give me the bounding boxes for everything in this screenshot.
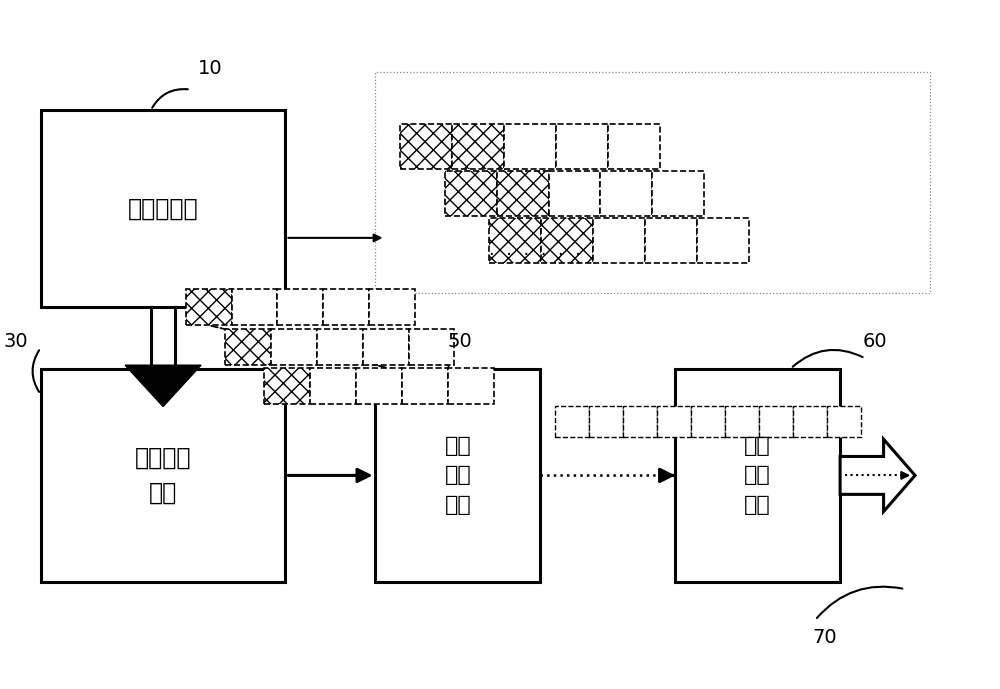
Text: 30: 30 <box>3 331 28 351</box>
Bar <box>759 406 793 437</box>
Bar <box>549 171 600 216</box>
Bar <box>317 329 363 364</box>
Bar <box>356 368 402 404</box>
Bar <box>186 289 232 325</box>
Text: 60: 60 <box>863 331 887 351</box>
Bar <box>271 329 317 364</box>
Bar <box>277 289 323 325</box>
Bar <box>652 171 704 216</box>
Bar <box>375 369 540 582</box>
Bar <box>697 218 749 263</box>
Bar <box>497 171 549 216</box>
Polygon shape <box>840 440 915 511</box>
Bar <box>375 72 930 293</box>
Bar <box>264 368 310 404</box>
Bar <box>225 329 271 364</box>
Bar <box>657 406 691 437</box>
Bar <box>793 406 827 437</box>
Bar <box>645 218 697 263</box>
Bar <box>593 218 645 263</box>
Bar <box>409 329 454 364</box>
Bar <box>402 368 448 404</box>
Bar <box>725 406 759 437</box>
Bar <box>323 289 369 325</box>
Bar <box>369 289 415 325</box>
Polygon shape <box>125 365 201 407</box>
Bar <box>310 368 356 404</box>
Bar <box>827 406 861 437</box>
Text: 50: 50 <box>448 331 473 351</box>
Bar <box>608 124 660 169</box>
Bar <box>448 368 494 404</box>
Text: 数据
传输
单元: 数据 传输 单元 <box>744 436 771 515</box>
Bar <box>504 124 556 169</box>
Text: 前置
处理
单元: 前置 处理 单元 <box>444 436 471 515</box>
Text: 图像传感器: 图像传感器 <box>128 196 198 220</box>
Bar <box>675 369 840 582</box>
Bar <box>41 110 285 307</box>
Bar <box>691 406 725 437</box>
Bar <box>556 124 608 169</box>
Bar <box>400 124 452 169</box>
Bar <box>623 406 657 437</box>
Bar <box>452 124 504 169</box>
Bar <box>232 289 277 325</box>
Text: ·  ·  ·  ·  ·  ·: · · · · · · <box>489 246 581 264</box>
Bar <box>589 406 623 437</box>
Text: 数据采集
单元: 数据采集 单元 <box>135 446 191 505</box>
Bar <box>489 218 541 263</box>
Bar <box>363 329 409 364</box>
Text: 10: 10 <box>198 59 223 79</box>
Bar <box>541 218 593 263</box>
Bar <box>555 406 589 437</box>
Text: 70: 70 <box>813 628 837 647</box>
Bar <box>600 171 652 216</box>
Bar <box>445 171 497 216</box>
Bar <box>41 369 285 582</box>
